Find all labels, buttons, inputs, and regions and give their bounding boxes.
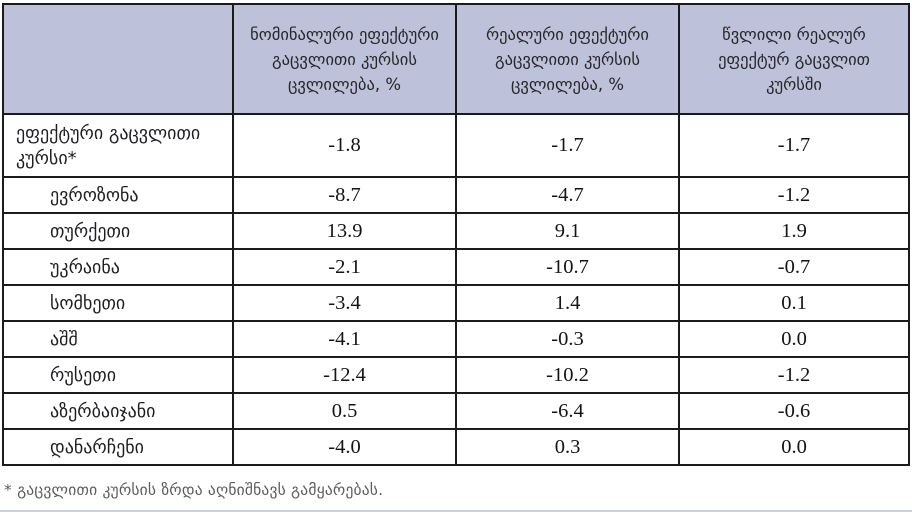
table-row: ევროზონა -8.7 -4.7 -1.2 <box>2 176 910 214</box>
cell-value: 0.0 <box>678 320 910 358</box>
cell-value: -4.7 <box>455 176 680 214</box>
cell-value: -1.7 <box>455 113 680 178</box>
column-header-real-reer: რეალური ეფექტური გაცვლითი კურსის ცვლილებ… <box>455 3 680 115</box>
bottom-edge-line <box>0 510 912 512</box>
row-label: აზერბაიჯანი <box>2 392 234 430</box>
header-row: ნომინალური ეფექტური გაცვლითი კურსის ცვლი… <box>2 3 910 115</box>
cell-value: -1.7 <box>678 113 910 178</box>
table-row: უკრაინა -2.1 -10.7 -0.7 <box>2 248 910 286</box>
cell-value: 9.1 <box>455 212 680 250</box>
row-label: ეფექტური გაცვლითი კურსი* <box>2 113 234 178</box>
footnote: * გაცვლითი კურსის ზრდა აღნიშნავს გამყარე… <box>4 481 384 499</box>
cell-value: -1.8 <box>232 113 457 178</box>
cell-value: 0.1 <box>678 284 910 322</box>
cell-value: -4.0 <box>232 428 457 466</box>
row-label: აშშ <box>2 320 234 358</box>
row-label: დანარჩენი <box>2 428 234 466</box>
cell-value: -0.3 <box>455 320 680 358</box>
effective-exchange-rate-table: ნომინალური ეფექტური გაცვლითი კურსის ცვლი… <box>2 3 910 466</box>
row-label: თურქეთი <box>2 212 234 250</box>
cell-value: -12.4 <box>232 356 457 394</box>
table-row: რუსეთი -12.4 -10.2 -1.2 <box>2 356 910 394</box>
table-row: დანარჩენი -4.0 0.3 0.0 <box>2 428 910 466</box>
column-header-reer-contribution: წვლილი რეალურ ეფექტურ გაცვლით კურსში <box>678 3 910 115</box>
cell-value: -1.2 <box>678 176 910 214</box>
table-row: თურქეთი 13.9 9.1 1.9 <box>2 212 910 250</box>
cell-value: 13.9 <box>232 212 457 250</box>
cell-value: -0.7 <box>678 248 910 286</box>
corner-empty-cell <box>2 3 234 115</box>
cell-value: -10.2 <box>455 356 680 394</box>
cell-value: 0.0 <box>678 428 910 466</box>
row-label: რუსეთი <box>2 356 234 394</box>
cell-value: -4.1 <box>232 320 457 358</box>
column-header-nominal-neer: ნომინალური ეფექტური გაცვლითი კურსის ცვლი… <box>232 3 457 115</box>
row-label: ევროზონა <box>2 176 234 214</box>
table-row: აზერბაიჯანი 0.5 -6.4 -0.6 <box>2 392 910 430</box>
cell-value: 1.9 <box>678 212 910 250</box>
table-row: აშშ -4.1 -0.3 0.0 <box>2 320 910 358</box>
cell-value: -8.7 <box>232 176 457 214</box>
cell-value: -1.2 <box>678 356 910 394</box>
cell-value: -0.6 <box>678 392 910 430</box>
table-row: სომხეთი -3.4 1.4 0.1 <box>2 284 910 322</box>
row-label: სომხეთი <box>2 284 234 322</box>
cell-value: -3.4 <box>232 284 457 322</box>
cell-value: 1.4 <box>455 284 680 322</box>
cell-value: 0.3 <box>455 428 680 466</box>
row-label: უკრაინა <box>2 248 234 286</box>
table-row: ეფექტური გაცვლითი კურსი* -1.8 -1.7 -1.7 <box>2 113 910 178</box>
cell-value: -2.1 <box>232 248 457 286</box>
cell-value: 0.5 <box>232 392 457 430</box>
cell-value: -10.7 <box>455 248 680 286</box>
cell-value: -6.4 <box>455 392 680 430</box>
